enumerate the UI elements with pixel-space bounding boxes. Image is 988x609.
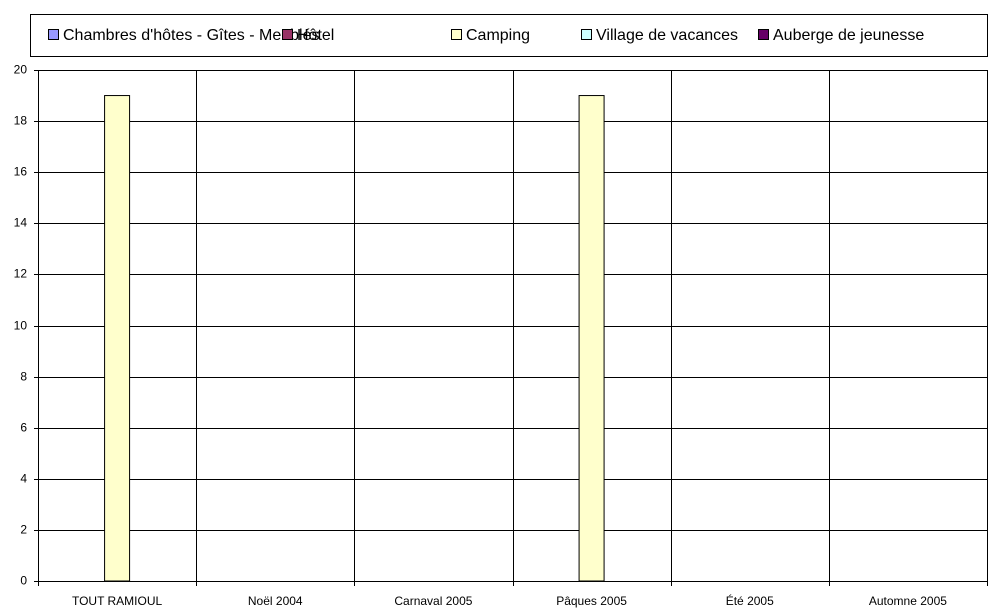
legend-swatch [48,29,59,40]
legend-box [30,14,988,57]
bar [578,95,605,582]
x-tick-label: Pâques 2005 [556,594,627,608]
legend-swatch [451,29,462,40]
legend-label: Camping [466,27,530,44]
x-tick-label: Noël 2004 [248,594,303,608]
y-tick-label: 2 [20,523,27,537]
x-tick-label: Automne 2005 [869,594,947,608]
y-tick-label: 6 [20,421,27,435]
y-tick-label: 14 [14,216,28,230]
y-tick-label: 4 [20,472,27,486]
legend-label: Auberge de jeunesse [773,27,924,44]
y-tick-label: 0 [20,574,27,588]
legend-swatch [758,29,769,40]
y-tick-label: 16 [14,165,28,179]
x-tick-label: Été 2005 [726,593,774,608]
y-tick-label: 8 [20,370,27,384]
x-tick-label: Carnaval 2005 [394,594,472,608]
y-tick-label: 18 [14,114,28,128]
x-tick-label: TOUT RAMIOUL [72,594,163,608]
legend-swatch [282,29,293,40]
legend-label: Chambres d'hôtes - Gîtes - Meublés [63,27,320,44]
legend-label: Village de vacances [596,27,738,44]
legend-label: Hôtel [297,27,334,44]
y-tick-label: 10 [14,319,28,333]
bar [104,95,131,582]
legend-swatch [581,29,592,40]
y-tick-label: 20 [14,63,28,77]
y-tick-label: 12 [14,267,28,281]
